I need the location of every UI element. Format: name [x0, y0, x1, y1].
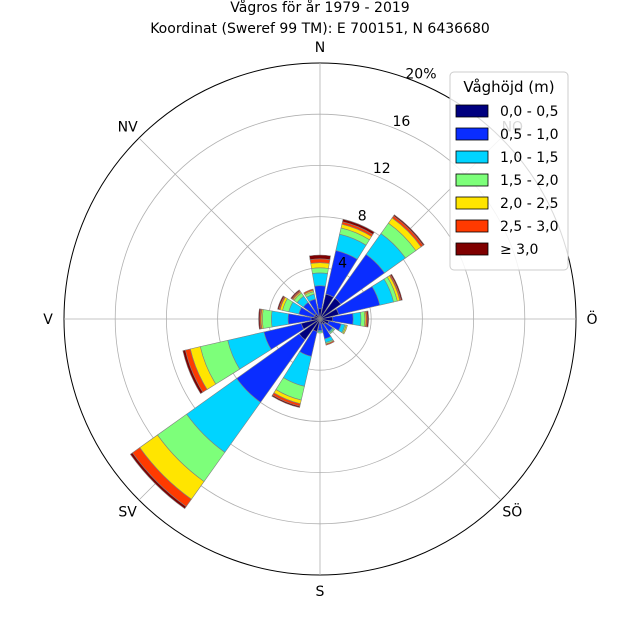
- direction-label: V: [43, 312, 53, 328]
- rose-bar-segment: [303, 288, 314, 295]
- rose-bar-segment: [366, 310, 369, 328]
- legend-frame: [449, 71, 569, 271]
- legend-label: 0,5 - 1,0: [500, 127, 558, 143]
- legend-label: 2,0 - 2,5: [500, 196, 558, 212]
- direction-label: N: [315, 40, 325, 56]
- ring-label: 8: [358, 208, 367, 224]
- rose-bar-segment: [352, 311, 362, 327]
- rose-bar-segment: [360, 311, 366, 327]
- chart-title-line2: Koordinat (Sweref 99 TM): E 700151, N 64…: [150, 21, 490, 37]
- rose-bar-segment: [271, 394, 301, 408]
- direction-labels: NNOÖSÖSSVVNV: [43, 40, 597, 600]
- rose-bar-segment: [258, 308, 262, 330]
- legend-label: 1,5 - 2,0: [500, 173, 558, 189]
- rose-bar-segment: [309, 254, 331, 261]
- legend: Våghöjd (m) 0,0 - 0,5 0,5 - 1,0 1,0 - 1,5 1…: [449, 71, 569, 271]
- ring-label: 4: [338, 256, 347, 272]
- legend-label: 1,0 - 1,5: [500, 150, 558, 166]
- direction-label: SV: [118, 504, 137, 520]
- direction-label: SÖ: [502, 502, 522, 520]
- rose-bar-segment: [390, 273, 403, 301]
- direction-label: Ö: [586, 310, 597, 328]
- rose-bar-segment: [311, 267, 329, 274]
- legend-label: 2,5 - 3,0: [500, 219, 558, 235]
- legend-swatch: [455, 173, 489, 187]
- rose-bar-segment: [262, 309, 273, 329]
- rose-bar-segment: [342, 218, 375, 235]
- grid-spoke: [319, 318, 502, 501]
- rose-bar-segment: [310, 262, 330, 269]
- rose-bar-segment: [342, 324, 348, 335]
- rose-bar-segment: [393, 214, 425, 246]
- legend-swatch: [455, 242, 489, 256]
- ring-label: 16: [392, 114, 410, 130]
- legend-swatch: [455, 196, 489, 210]
- rose-bar-segment: [317, 331, 323, 334]
- grid-spoke: [138, 137, 321, 320]
- direction-label: NV: [118, 120, 138, 136]
- rose-bar-segment: [290, 289, 301, 300]
- ring-labels: 4 8 12 16 20%: [338, 66, 436, 271]
- legend-label: 0,0 - 0,5: [500, 104, 558, 120]
- rose-bar-segment: [129, 452, 187, 510]
- rose-bar-segment: [325, 340, 335, 346]
- rose-bar-segment: [277, 295, 285, 310]
- chart-title-line1: Vågros för år 1979 - 2019: [230, 0, 409, 16]
- rose-bar-segment: [271, 310, 289, 328]
- legend-title: Våghöjd (m): [463, 78, 554, 96]
- legend-swatch: [455, 127, 489, 141]
- ring-label: 20%: [405, 66, 436, 82]
- legend-swatch: [455, 150, 489, 164]
- wave-bars: [129, 214, 425, 510]
- ring-label: 12: [373, 161, 391, 177]
- direction-label: S: [316, 584, 325, 600]
- legend-swatch: [455, 104, 489, 118]
- rose-bar-segment: [312, 272, 328, 287]
- legend-label: ≥ 3,0: [500, 242, 538, 258]
- legend-swatch: [455, 219, 489, 233]
- rose-bar-segment: [182, 349, 204, 395]
- rose-bar-segment: [329, 328, 336, 335]
- legend-items: 0,0 - 0,5 0,5 - 1,0 1,0 - 1,5 1,5 - 2,0 2,0 …: [455, 104, 558, 258]
